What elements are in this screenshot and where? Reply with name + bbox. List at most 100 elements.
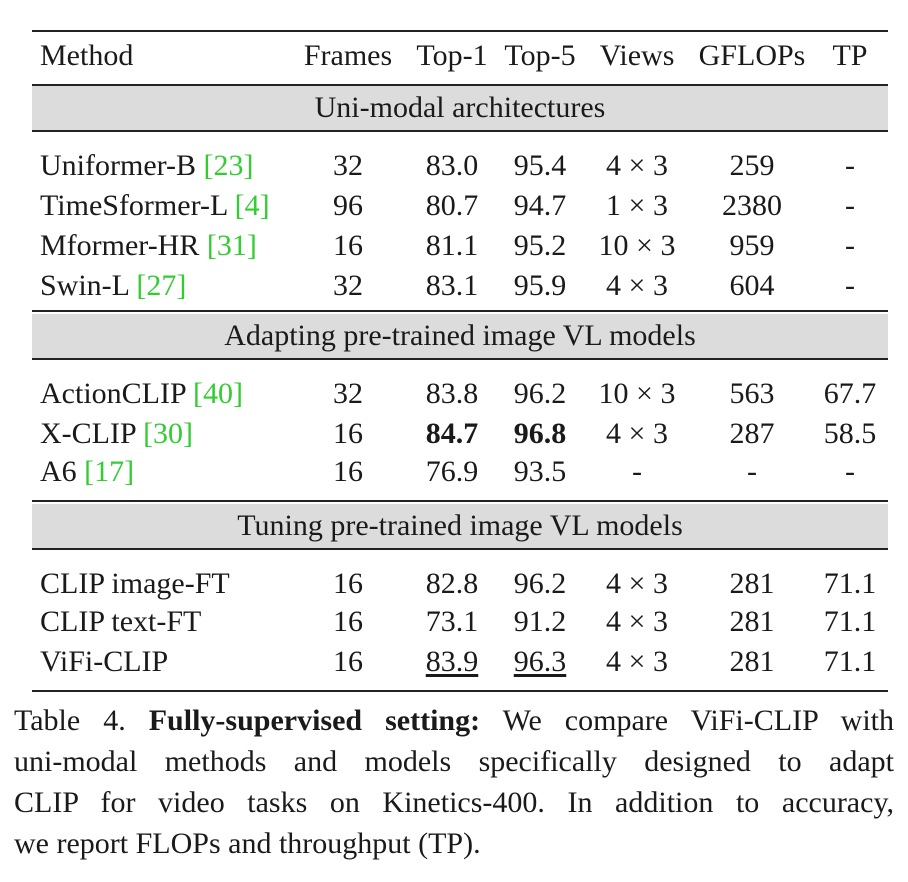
top5-cell-best: 96.8 xyxy=(513,417,567,450)
tp-cell: 67.7 xyxy=(823,377,877,410)
gflops-cell: 287 xyxy=(729,417,775,450)
citation-link[interactable]: [27] xyxy=(136,269,187,302)
tp-cell: - xyxy=(845,229,855,262)
tp-cell: - xyxy=(845,269,855,302)
frames-cell: 16 xyxy=(333,229,363,262)
section-title: Uni-modal architectures xyxy=(32,86,888,132)
gflops-cell: 281 xyxy=(729,645,775,678)
frames-cell: 16 xyxy=(333,605,363,638)
table-row: TimeSformer-L [4] 96 80.7 94.7 1 × 3 238… xyxy=(32,186,888,226)
top5-cell: 95.4 xyxy=(513,149,567,182)
views-cell: - xyxy=(632,455,642,488)
citation-link[interactable]: [4] xyxy=(234,189,270,222)
frames-cell: 16 xyxy=(333,645,363,678)
caption-text: We compare ViFi-CLIP with xyxy=(480,704,895,737)
top5-cell: 94.7 xyxy=(513,189,567,222)
frames-cell: 32 xyxy=(333,269,363,302)
method-cell: ActionCLIP [40] xyxy=(40,377,244,410)
gflops-cell: 281 xyxy=(729,567,775,600)
table-row: CLIP text-FT 16 73.1 91.2 4 × 3 281 71.1 xyxy=(32,602,888,642)
table-row: CLIP image-FT 16 82.8 96.2 4 × 3 281 71.… xyxy=(32,564,888,604)
views-cell: 10 × 3 xyxy=(598,377,676,410)
gflops-cell: 604 xyxy=(729,269,775,302)
frames-cell: 32 xyxy=(333,377,363,410)
frames-cell: 32 xyxy=(333,149,363,182)
section-title: Adapting pre-trained image VL models xyxy=(32,314,888,360)
top5-cell: 95.9 xyxy=(513,269,567,302)
table-row: X-CLIP [30] 16 84.7 96.8 4 × 3 287 58.5 xyxy=(32,414,888,454)
table-row: Uniformer-B [23] 32 83.0 95.4 4 × 3 259 … xyxy=(32,146,888,186)
top-rule xyxy=(32,30,888,32)
method-cell: ViFi-CLIP xyxy=(40,645,169,678)
bottom-rule xyxy=(32,690,888,692)
citation-link[interactable]: [31] xyxy=(206,229,257,262)
views-cell: 4 × 3 xyxy=(606,149,668,182)
views-cell: 4 × 3 xyxy=(606,417,668,450)
top1-cell-second: 83.9 xyxy=(425,645,479,678)
top5-cell: 95.2 xyxy=(513,229,567,262)
header-top1: Top-1 xyxy=(416,39,488,72)
header-tp: TP xyxy=(832,39,868,72)
frames-cell: 16 xyxy=(333,455,363,488)
caption-line: uni-modal methods and models specificall… xyxy=(14,745,894,778)
citation-link[interactable]: [23] xyxy=(203,149,254,182)
method-cell: Uniformer-B [23] xyxy=(40,149,254,182)
method-cell: Swin-L [27] xyxy=(40,269,187,302)
views-cell: 4 × 3 xyxy=(606,567,668,600)
table-row: ActionCLIP [40] 32 83.8 96.2 10 × 3 563 … xyxy=(32,374,888,414)
tp-cell: 58.5 xyxy=(823,417,877,450)
top5-cell: 93.5 xyxy=(513,455,567,488)
citation-link[interactable]: [30] xyxy=(143,417,194,450)
top1-cell-best: 84.7 xyxy=(425,417,479,450)
gflops-cell: 281 xyxy=(729,605,775,638)
gflops-cell: 2380 xyxy=(722,189,782,222)
views-cell: 4 × 3 xyxy=(606,605,668,638)
frames-cell: 96 xyxy=(333,189,363,222)
caption-label: Table 4. xyxy=(14,704,149,737)
gflops-cell: 259 xyxy=(729,149,775,182)
section-rule xyxy=(32,310,888,312)
gflops-cell: 563 xyxy=(729,377,775,410)
tp-cell: - xyxy=(845,149,855,182)
caption-bold: Fully-supervised setting: xyxy=(148,704,481,737)
gflops-cell: - xyxy=(747,455,757,488)
caption-line: CLIP for video tasks on Kinetics-400. In… xyxy=(14,786,894,819)
views-cell: 4 × 3 xyxy=(606,645,668,678)
table-caption: Table 4. Fully-supervised setting: We co… xyxy=(14,700,894,864)
tp-cell: - xyxy=(845,189,855,222)
top1-cell: 83.1 xyxy=(425,269,479,302)
tp-cell: 71.1 xyxy=(823,605,877,638)
section-title: Tuning pre-trained image VL models xyxy=(32,504,888,550)
top5-cell: 91.2 xyxy=(513,605,567,638)
top1-cell: 73.1 xyxy=(425,605,479,638)
top1-cell: 82.8 xyxy=(425,567,479,600)
method-cell: Mformer-HR [31] xyxy=(40,229,257,262)
top5-cell-second: 96.3 xyxy=(513,645,567,678)
table-row: Swin-L [27] 32 83.1 95.9 4 × 3 604 - xyxy=(32,266,888,306)
header-views: Views xyxy=(599,39,675,72)
tp-cell: 71.1 xyxy=(823,567,877,600)
top1-cell: 80.7 xyxy=(425,189,479,222)
views-cell: 1 × 3 xyxy=(606,189,668,222)
section-rule xyxy=(32,500,888,502)
method-cell: TimeSformer-L [4] xyxy=(40,189,270,222)
method-cell: CLIP text-FT xyxy=(40,605,202,638)
section-rule xyxy=(32,84,888,86)
header-row: Method Frames Top-1 Top-5 Views GFLOPs T… xyxy=(32,36,888,76)
frames-cell: 16 xyxy=(333,567,363,600)
method-cell: CLIP image-FT xyxy=(40,567,230,600)
tp-cell: - xyxy=(845,455,855,488)
top5-cell: 96.2 xyxy=(513,377,567,410)
citation-link[interactable]: [17] xyxy=(84,455,135,488)
header-top5: Top-5 xyxy=(504,39,576,72)
tp-cell: 71.1 xyxy=(823,645,877,678)
header-method: Method xyxy=(40,39,134,72)
caption-line: we report FLOPs and throughput (TP). xyxy=(14,827,481,860)
citation-link[interactable]: [40] xyxy=(193,377,244,410)
table-row: Mformer-HR [31] 16 81.1 95.2 10 × 3 959 … xyxy=(32,226,888,266)
method-cell: X-CLIP [30] xyxy=(40,417,194,450)
caption-line: Table 4. Fully-supervised setting: We co… xyxy=(14,700,894,741)
top1-cell: 76.9 xyxy=(425,455,479,488)
method-cell: A6 [17] xyxy=(40,455,135,488)
top1-cell: 83.0 xyxy=(425,149,479,182)
